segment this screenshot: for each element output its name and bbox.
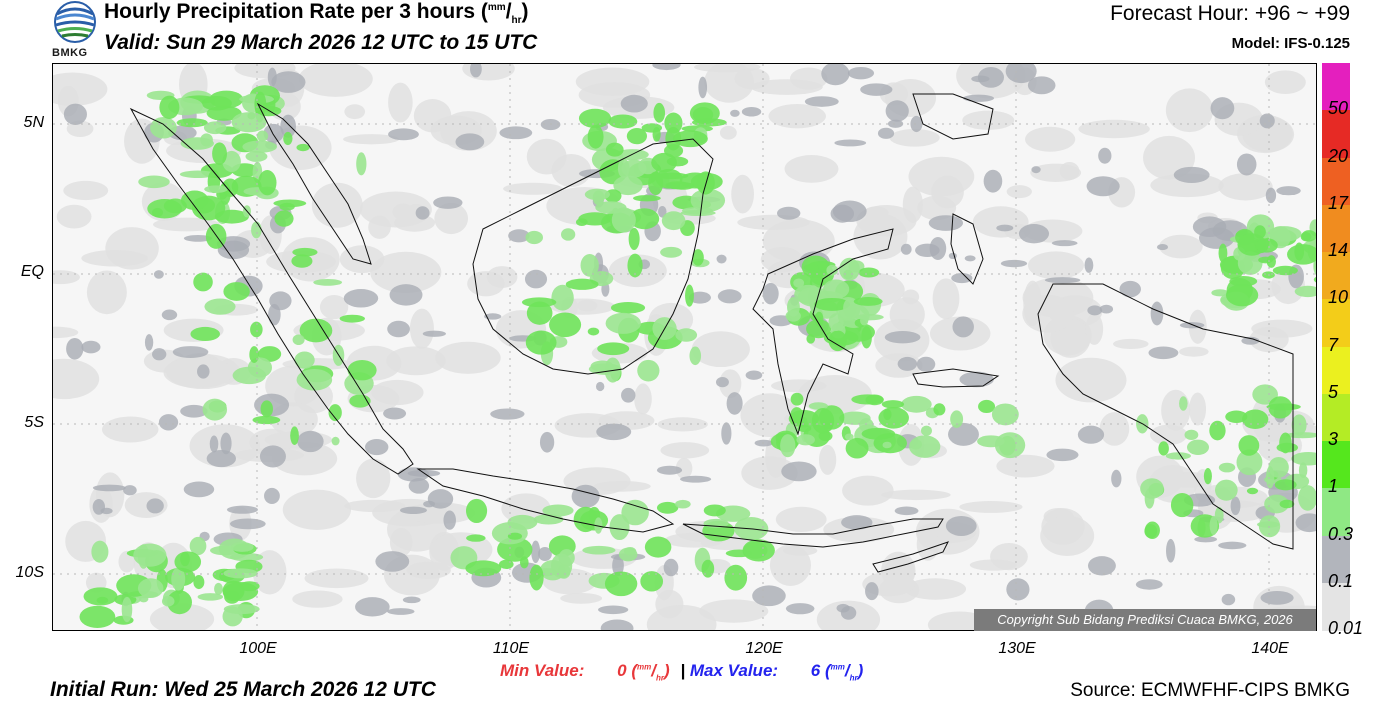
legend-swatch	[1322, 252, 1350, 300]
initial-run: Initial Run: Wed 25 March 2026 12 UTC	[50, 678, 436, 701]
model-name: Model: IFS-0.125	[1231, 35, 1350, 52]
precipitation-map	[52, 63, 1317, 631]
min-value: 0	[617, 661, 627, 680]
map-title: Hourly Precipitation Rate per 3 hours (m…	[104, 0, 529, 27]
coast-java	[416, 468, 675, 533]
legend-swatch	[1322, 157, 1350, 206]
legend-label: 10	[1328, 287, 1349, 308]
separator: |	[680, 661, 686, 680]
coast-lesser-sunda	[682, 518, 944, 548]
lon-label-130e: 130E	[998, 640, 1036, 657]
legend-label: 5	[1328, 381, 1339, 402]
max-label: Max Value:	[689, 661, 779, 680]
min-max-values: Min Value: 0 (mm/hr) | Max Value: 6 (mm/…	[500, 661, 864, 683]
data-source: Source: ECMWFHF-CIPS BMKG	[1070, 680, 1350, 701]
coast-mindanao	[912, 93, 994, 140]
lon-label-100e: 100E	[239, 640, 277, 657]
lon-label-110e: 110E	[492, 640, 530, 657]
legend-label: 0.01	[1328, 618, 1364, 638]
legend-label: 3	[1328, 429, 1339, 449]
lat-label-5s: 5S	[24, 414, 44, 431]
coast-maluku	[950, 213, 984, 285]
map-canvas	[53, 64, 1316, 630]
valid-time: Valid: Sun 29 March 2026 12 UTC to 15 UT…	[104, 31, 538, 54]
coast-new-guinea	[1037, 283, 1294, 550]
coast-sulawesi	[752, 228, 894, 436]
legend-swatch	[1322, 441, 1350, 489]
legend-label: 17	[1328, 192, 1349, 213]
legend-label: 14	[1328, 240, 1349, 260]
legend-label: 7	[1328, 334, 1339, 355]
lon-label-120e: 120E	[745, 640, 783, 657]
color-legend	[1322, 63, 1350, 631]
legend-swatch	[1322, 535, 1350, 584]
legend-label: 1	[1328, 476, 1339, 497]
legend-swatch	[1322, 488, 1350, 536]
lat-label-10s: 10S	[15, 564, 44, 581]
legend-label: 0.3	[1328, 523, 1354, 544]
logo-text: BMKG	[52, 47, 88, 59]
coast-sumatra	[129, 107, 414, 475]
legend-label: 50	[1328, 98, 1349, 119]
legend-swatch	[1322, 346, 1350, 395]
bmkg-logo	[52, 0, 98, 62]
legend-label: 20	[1328, 145, 1349, 166]
max-value: 6	[810, 661, 821, 680]
coast-malaya	[256, 102, 372, 265]
legend-swatch	[1322, 299, 1350, 347]
lat-label-eq: EQ	[20, 263, 44, 280]
legend-swatch	[1322, 110, 1350, 158]
legend-swatch	[1322, 63, 1350, 111]
copyright-notice: Copyright Sub Bidang Prediksi Cuaca BMKG…	[974, 609, 1316, 631]
lon-label-140e: 140E	[1251, 640, 1289, 657]
legend-swatch	[1322, 393, 1350, 442]
coast-seram	[912, 368, 1000, 388]
min-label: Min Value:	[500, 661, 585, 680]
coast-borneo	[472, 138, 714, 375]
legend-swatch	[1322, 204, 1350, 253]
legend-label: 0.1	[1328, 570, 1354, 591]
forecast-hour: Forecast Hour: +96 ~ +99	[1110, 2, 1350, 25]
lat-label-5n: 5N	[23, 114, 44, 131]
coast-timor	[872, 541, 949, 573]
legend-swatch	[1322, 582, 1350, 631]
